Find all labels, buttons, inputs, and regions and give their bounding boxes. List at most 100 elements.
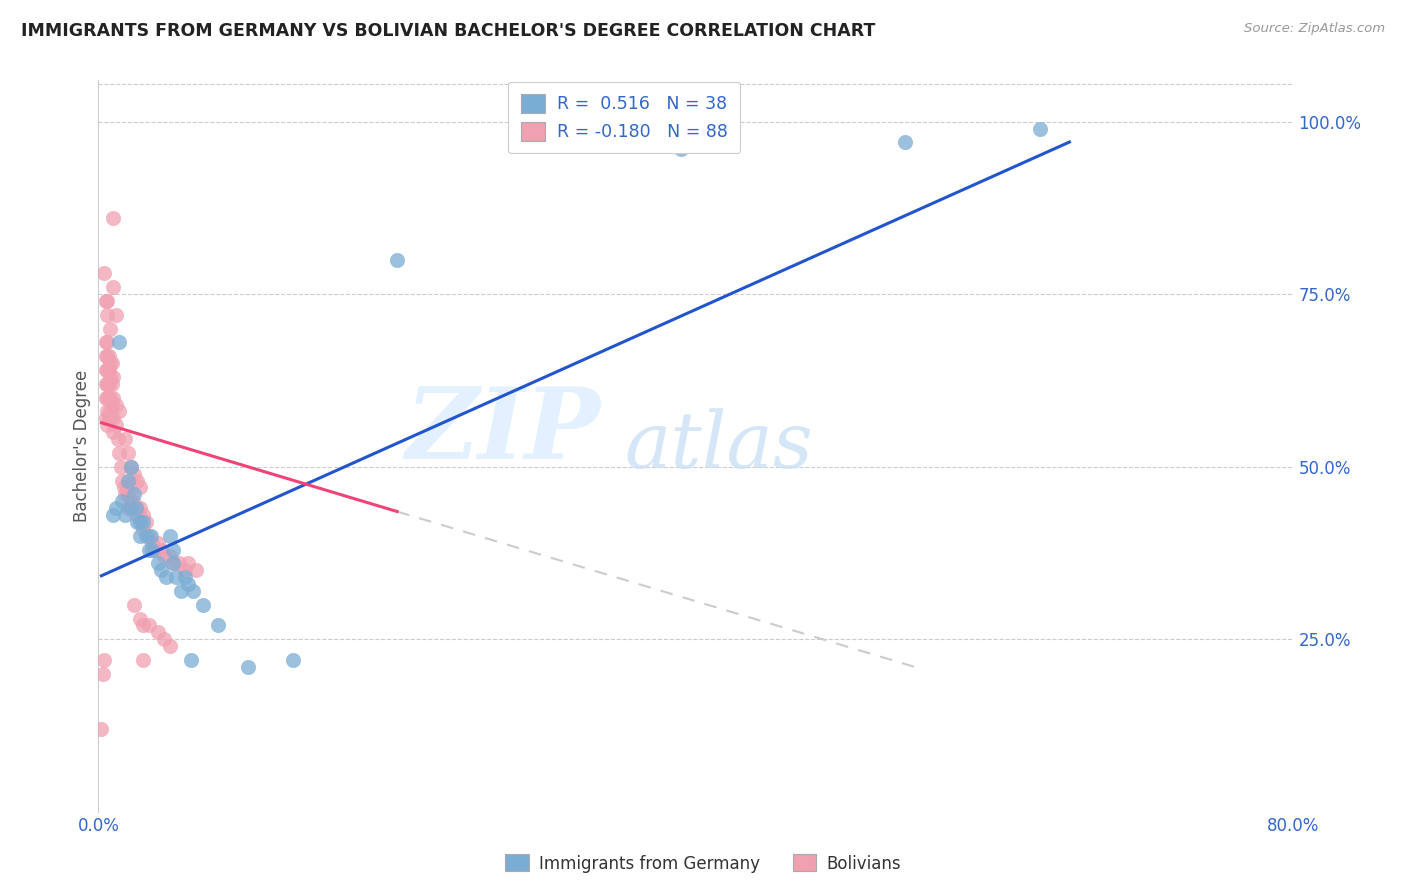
Point	[120, 459, 142, 474]
Point	[97, 349, 120, 363]
Text: atlas: atlas	[624, 408, 813, 484]
Point	[129, 501, 152, 516]
Point	[184, 563, 207, 577]
Point	[124, 467, 146, 481]
Point	[120, 501, 142, 516]
Point	[153, 549, 176, 564]
Point	[97, 411, 120, 425]
Point	[97, 376, 120, 391]
Point	[98, 321, 122, 335]
Point	[93, 653, 115, 667]
Point	[117, 474, 139, 488]
Point	[93, 267, 115, 281]
Point	[385, 252, 409, 267]
Point	[98, 356, 122, 370]
Point	[139, 529, 162, 543]
Point	[103, 425, 125, 440]
Legend: R =  0.516   N = 38, R = -0.180   N = 88: R = 0.516 N = 38, R = -0.180 N = 88	[509, 82, 740, 153]
Point	[281, 653, 304, 667]
Point	[180, 653, 202, 667]
Point	[129, 480, 152, 494]
Point	[96, 418, 118, 433]
Point	[115, 480, 138, 494]
Point	[141, 542, 163, 557]
Point	[124, 487, 146, 501]
Point	[94, 391, 117, 405]
Point	[1028, 121, 1050, 136]
Point	[181, 583, 204, 598]
Point	[108, 404, 131, 418]
Point	[103, 411, 125, 425]
Point	[91, 666, 114, 681]
Point	[138, 542, 160, 557]
Point	[108, 335, 131, 350]
Point	[132, 515, 155, 529]
Point	[96, 349, 118, 363]
Point	[138, 618, 160, 632]
Point	[108, 446, 131, 460]
Point	[114, 487, 136, 501]
Point	[98, 370, 122, 384]
Y-axis label: Bachelor's Degree: Bachelor's Degree	[73, 370, 91, 522]
Point	[141, 535, 163, 549]
Point	[103, 370, 125, 384]
Point	[105, 308, 128, 322]
Point	[110, 459, 132, 474]
Point	[143, 542, 166, 557]
Point	[94, 349, 117, 363]
Point	[103, 211, 125, 226]
Point	[96, 376, 118, 391]
Point	[97, 391, 120, 405]
Text: Source: ZipAtlas.com: Source: ZipAtlas.com	[1244, 22, 1385, 36]
Point	[153, 632, 176, 647]
Point	[105, 418, 128, 433]
Point	[162, 557, 184, 571]
Point	[177, 557, 200, 571]
Point	[177, 577, 200, 591]
Point	[162, 542, 184, 557]
Point	[97, 363, 120, 377]
Point	[162, 557, 184, 571]
Point	[129, 515, 152, 529]
Point	[124, 598, 146, 612]
Point	[94, 294, 117, 309]
Point	[128, 508, 150, 522]
Point	[114, 432, 136, 446]
Point	[191, 598, 214, 612]
Point	[94, 335, 117, 350]
Point	[111, 494, 134, 508]
Point	[174, 570, 197, 584]
Point	[120, 459, 142, 474]
Point	[165, 570, 187, 584]
Point	[150, 542, 173, 557]
Point	[148, 557, 170, 571]
Point	[236, 660, 259, 674]
Point	[174, 563, 197, 577]
Point	[138, 529, 160, 543]
Point	[127, 474, 149, 488]
Point	[105, 501, 128, 516]
Point	[96, 391, 118, 405]
Point	[96, 404, 118, 418]
Point	[98, 391, 122, 405]
Point	[132, 653, 155, 667]
Point	[101, 356, 124, 370]
Point	[127, 515, 149, 529]
Point	[117, 487, 139, 501]
Point	[129, 529, 152, 543]
Point	[94, 411, 117, 425]
Point	[103, 280, 125, 294]
Point	[111, 474, 134, 488]
Point	[155, 570, 177, 584]
Point	[669, 142, 692, 156]
Point	[96, 335, 118, 350]
Legend: Immigrants from Germany, Bolivians: Immigrants from Germany, Bolivians	[499, 847, 907, 880]
Point	[98, 404, 122, 418]
Point	[96, 308, 118, 322]
Point	[894, 136, 917, 150]
Point	[167, 557, 190, 571]
Point	[101, 376, 124, 391]
Point	[105, 398, 128, 412]
Point	[125, 501, 148, 516]
Point	[127, 501, 149, 516]
